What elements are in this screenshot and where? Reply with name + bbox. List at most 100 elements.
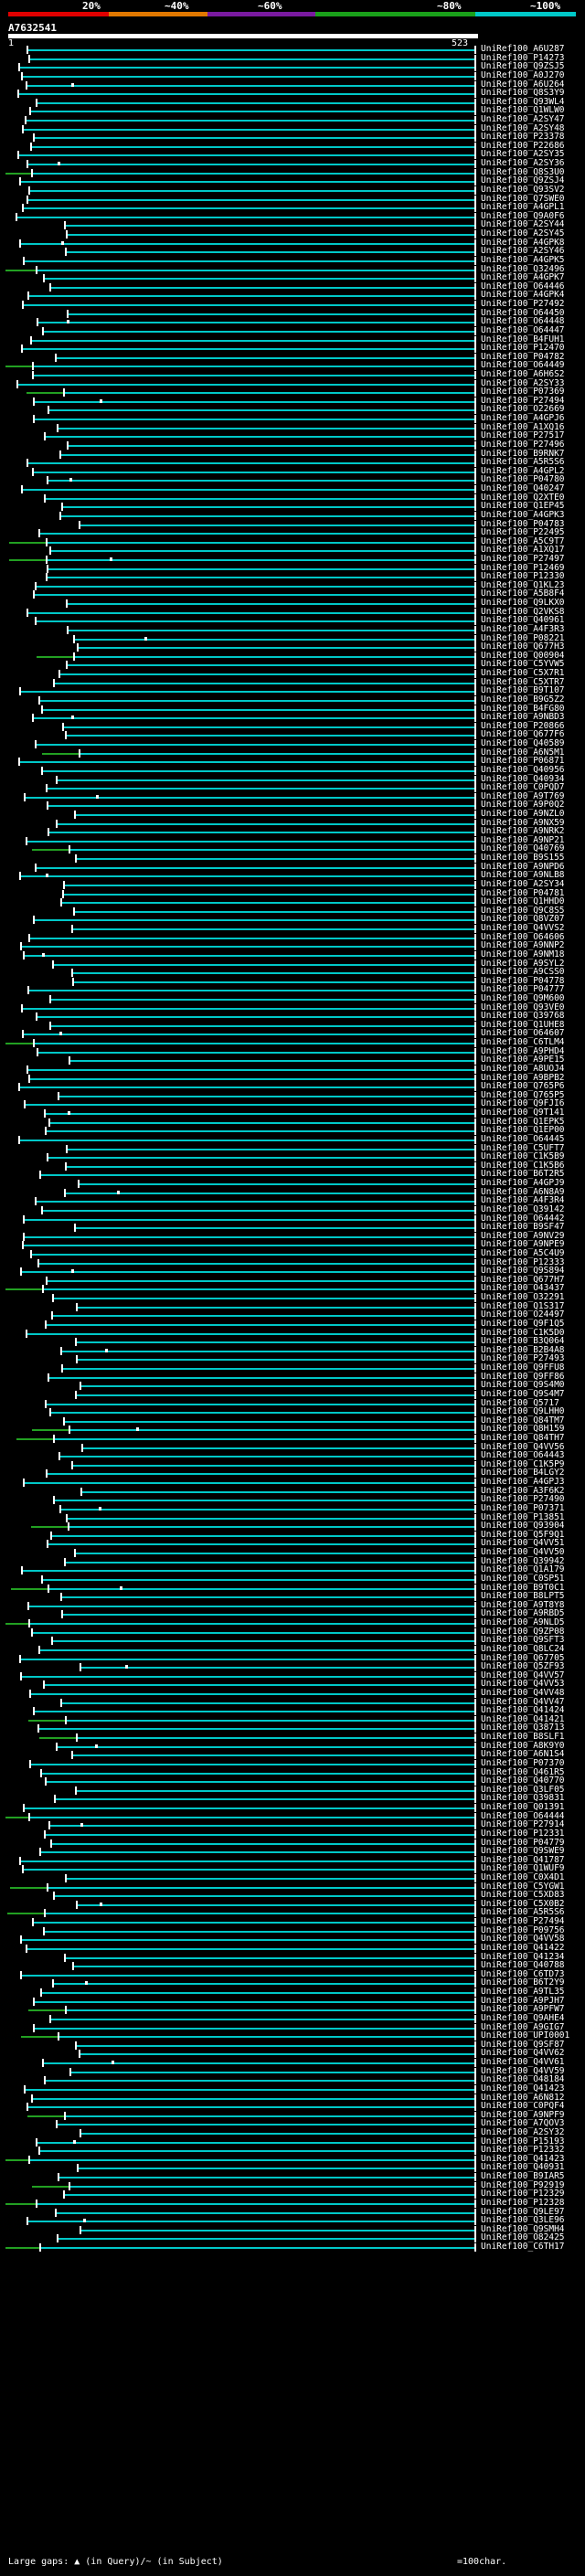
hit-label[interactable]: UniRef100_P27517 [481,430,565,441]
alignment-row[interactable]: UniRef100_Q4VV53 [0,1679,585,1690]
alignment-row[interactable]: UniRef100_Q4VV51 [0,1538,585,1549]
alignment-row[interactable]: UniRef100_Q32496 [0,264,585,274]
hit-label[interactable]: UniRef100_Q1UHE8 [481,1019,565,1030]
alignment-row[interactable]: UniRef100_A4GPJ9 [0,1178,585,1188]
hit-label[interactable]: UniRef100_O64607 [481,1028,565,1039]
alignment-row[interactable]: UniRef100_B9RNK7 [0,449,585,459]
alignment-row[interactable]: UniRef100_A9NLD5 [0,1617,585,1627]
alignment-row[interactable]: UniRef100_P27914 [0,1819,585,1830]
alignment-row[interactable]: UniRef100_A5R5S6 [0,457,585,468]
hit-label[interactable]: UniRef100_A9T769 [481,790,565,801]
alignment-row[interactable]: UniRef100_C0X4D1 [0,1872,585,1882]
alignment-row[interactable]: UniRef100_Q9SWE9 [0,1846,585,1857]
hit-label[interactable]: UniRef100_A0J270 [481,69,565,80]
alignment-row[interactable]: UniRef100_P22495 [0,527,585,538]
hit-label[interactable]: UniRef100_P04777 [481,984,565,995]
hit-label[interactable]: UniRef100_P08221 [481,632,565,643]
alignment-row[interactable]: UniRef100_P27490 [0,1494,585,1505]
alignment-row[interactable]: UniRef100_O64443 [0,1450,585,1461]
alignment-row[interactable]: UniRef100_B6T2R5 [0,1169,585,1180]
alignment-row[interactable]: UniRef100_O64449 [0,360,585,371]
alignment-row[interactable]: UniRef100_Q1A179 [0,1564,585,1575]
hit-label[interactable]: UniRef100_C5UFT7 [481,1142,565,1153]
hit-label[interactable]: UniRef100_Q677F6 [481,729,565,740]
hit-label[interactable]: UniRef100_Q4VV56 [481,1441,565,1452]
hit-label[interactable]: UniRef100_Q7SWE0 [481,193,565,204]
alignment-row[interactable]: UniRef100_A4GPL1 [0,202,585,213]
alignment-row[interactable]: UniRef100_UPI0001 [0,2030,585,2041]
alignment-row[interactable]: UniRef100_A6H6S2 [0,369,585,379]
hit-label[interactable]: UniRef100_P04782 [481,351,565,362]
alignment-row[interactable]: UniRef100_Q9ZP08 [0,1627,585,1637]
alignment-row[interactable]: UniRef100_O82425 [0,2232,585,2243]
hit-label[interactable]: UniRef100_B9IAR5 [481,2171,565,2181]
hit-label[interactable]: UniRef100_O82425 [481,2232,565,2243]
alignment-row[interactable]: UniRef100_Q8H159 [0,1424,585,1435]
alignment-row[interactable]: UniRef100_A9PJH7 [0,1996,585,2006]
alignment-row[interactable]: UniRef100_Q39142 [0,1203,585,1214]
alignment-row[interactable]: UniRef100_A4GPL2 [0,466,585,476]
alignment-row[interactable]: UniRef100_A9PFW7 [0,2004,585,2015]
hit-label[interactable]: UniRef100_A9NRK2 [481,826,565,837]
alignment-row[interactable]: UniRef100_C0SP51 [0,1574,585,1584]
alignment-row[interactable]: UniRef100_Q4VV58 [0,1934,585,1945]
hit-label[interactable]: UniRef100_Q40589 [481,738,565,748]
hit-label[interactable]: UniRef100_C0PQF4 [481,2101,565,2112]
hit-label[interactable]: UniRef100_P12332 [481,2145,565,2156]
hit-label[interactable]: UniRef100_Q4VV53 [481,1679,565,1690]
hit-label[interactable]: UniRef100_C6TH17 [481,2242,565,2252]
hit-label[interactable]: UniRef100_P04778 [481,975,565,986]
hit-label[interactable]: UniRef100_A9T8Y8 [481,1599,565,1610]
hit-label[interactable]: UniRef100_C5YGW1 [481,1881,565,1892]
alignment-row[interactable]: UniRef100_A4GPK4 [0,290,585,301]
alignment-row[interactable]: UniRef100_Q7SWE0 [0,193,585,204]
hit-label[interactable]: UniRef100_A9PFW7 [481,2004,565,2015]
hit-label[interactable]: UniRef100_O48184 [481,2074,565,2085]
hit-label[interactable]: UniRef100_Q9FJI6 [481,1098,565,1109]
hit-label[interactable]: UniRef100_Q39142 [481,1203,565,1214]
hit-label[interactable]: UniRef100_Q8H159 [481,1424,565,1435]
alignment-row[interactable]: UniRef100_A9NV29 [0,1231,585,1241]
hit-label[interactable]: UniRef100_P14273 [481,52,565,63]
alignment-row[interactable]: UniRef100_P27493 [0,1353,585,1364]
alignment-row[interactable]: UniRef100_A4GPK5 [0,255,585,265]
hit-label[interactable]: UniRef100_A6U264 [481,79,565,90]
alignment-row[interactable]: UniRef100_O43437 [0,1283,585,1294]
alignment-row[interactable]: UniRef100_A6N812 [0,2093,585,2103]
hit-label[interactable]: UniRef100_P27492 [481,299,565,309]
hit-label[interactable]: UniRef100_A9NP21 [481,834,565,845]
alignment-row[interactable]: UniRef100_A9NNP2 [0,940,585,951]
alignment-row[interactable]: UniRef100_P12331 [0,1829,585,1839]
hit-label[interactable]: UniRef100_A6N1S4 [481,1749,565,1760]
alignment-row[interactable]: UniRef100_A2SY44 [0,219,585,230]
hit-label[interactable]: UniRef100_Q67705 [481,1652,565,1663]
alignment-row[interactable]: UniRef100_Q9LKX0 [0,598,585,609]
alignment-row[interactable]: UniRef100_Q2VKS8 [0,607,585,617]
hit-label[interactable]: UniRef100_Q9LE97 [481,2206,565,2217]
hit-label[interactable]: UniRef100_A4GPL1 [481,202,565,213]
alignment-row[interactable]: UniRef100_Q84TM7 [0,1415,585,1426]
alignment-row[interactable]: UniRef100_Q1KL23 [0,580,585,590]
alignment-row[interactable]: UniRef100_O64448 [0,316,585,327]
alignment-row[interactable]: UniRef100_P27497 [0,554,585,564]
hit-label[interactable]: UniRef100_C1K5P9 [481,1458,565,1469]
alignment-row[interactable]: UniRef100_Q41421 [0,1714,585,1724]
hit-label[interactable]: UniRef100_B6T2R5 [481,1169,565,1180]
hit-label[interactable]: UniRef100_C5X0B2 [481,1898,565,1909]
hit-label[interactable]: UniRef100_A9BPB2 [481,1072,565,1083]
alignment-row[interactable]: UniRef100_Q1WLW0 [0,105,585,116]
alignment-row[interactable]: UniRef100_A2SY47 [0,114,585,124]
hit-label[interactable]: UniRef100_P12470 [481,343,565,354]
alignment-row[interactable]: UniRef100_A9CSS0 [0,967,585,978]
hit-label[interactable]: UniRef100_P15193 [481,2136,565,2147]
hit-label[interactable]: UniRef100_Q9SMH4 [481,2223,565,2234]
alignment-row[interactable]: UniRef100_Q677H3 [0,641,585,652]
hit-label[interactable]: UniRef100_A2SY46 [481,246,565,257]
alignment-row[interactable]: UniRef100_C5UFT7 [0,1142,585,1153]
alignment-row[interactable]: UniRef100_A8UOJ4 [0,1064,585,1074]
alignment-row[interactable]: UniRef100_B9S155 [0,853,585,863]
hit-label[interactable]: UniRef100_A2SY44 [481,219,565,230]
alignment-row[interactable]: UniRef100_O64444 [0,1811,585,1821]
hit-label[interactable]: UniRef100_A9NZL0 [481,808,565,819]
alignment-row[interactable]: UniRef100_P04780 [0,474,585,485]
